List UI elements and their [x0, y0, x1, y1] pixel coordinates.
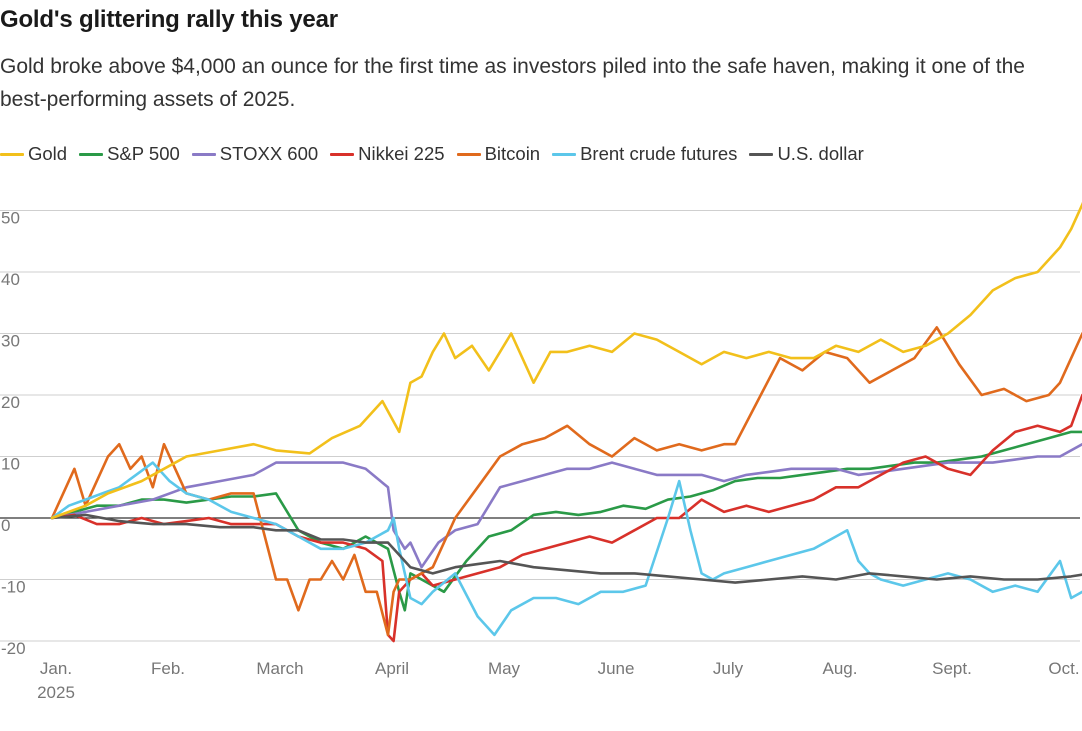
x-tick-label: Oct.: [1048, 659, 1079, 678]
y-tick-label: 20: [1, 393, 20, 412]
series-line-nikkei-225: [50, 393, 1082, 643]
x-tick-label: July: [713, 659, 744, 678]
legend-swatch: [79, 152, 104, 156]
chart-subtitle: Gold broke above $4,000 an ounce for the…: [0, 55, 1025, 111]
legend-label: STOXX 600: [219, 143, 319, 164]
chart-legend: Gold S&P 500 STOXX 600 Nikkei 225 Bitcoin Bre…: [0, 142, 876, 166]
x-tick-label: Aug.: [823, 659, 858, 678]
series-line-s-p-500: [50, 430, 1082, 612]
x-tick-label: May: [488, 659, 521, 678]
legend-label: Brent crude futures: [580, 143, 738, 164]
y-tick-label: -20: [1, 639, 26, 658]
legend-item: STOXX 600: [191, 143, 319, 165]
grid: 50 40 30 20 10 0 -10 -20: [0, 209, 1080, 658]
legend-swatch: [191, 152, 216, 156]
legend-swatch: [456, 152, 481, 156]
x-tick-label: Sept.: [932, 659, 972, 678]
legend-item: Nikkei 225: [330, 143, 445, 165]
legend-label: Gold: [28, 143, 68, 164]
legend-label: Nikkei 225: [358, 143, 445, 164]
legend-label: S&P 500: [107, 143, 180, 164]
x-tick-label: Jan.: [40, 659, 72, 678]
x-tick-label: March: [256, 659, 303, 678]
legend-item: Bitcoin: [456, 143, 541, 165]
series-line-u-s-dollar: [50, 513, 1082, 584]
x-axis: Jan. 2025 Feb. March April May June July Aug. Sep…: [37, 659, 1080, 702]
series-group: [50, 201, 1082, 643]
y-tick-label: 50: [1, 209, 20, 228]
chart-title: Gold's glittering rally this year: [0, 6, 338, 33]
x-tick-sublabel: 2025: [37, 683, 75, 702]
legend-item: S&P 500: [79, 143, 180, 165]
y-tick-label: 30: [1, 332, 20, 351]
series-line-gold: [50, 201, 1082, 520]
legend-label: Bitcoin: [484, 143, 541, 164]
x-tick-label: June: [598, 659, 635, 678]
legend-swatch: [330, 152, 355, 156]
series-line-bitcoin: [50, 326, 1082, 637]
series-line-stoxx-600: [50, 442, 1082, 569]
x-tick-label: Feb.: [151, 659, 185, 678]
legend-item: U.S. dollar: [749, 143, 864, 165]
legend-item: Brent crude futures: [552, 143, 737, 165]
legend-swatch: [552, 152, 577, 156]
legend-label: U.S. dollar: [777, 143, 864, 164]
series-line-brent-crude-futures: [50, 461, 1082, 637]
y-tick-label: -10: [1, 578, 26, 597]
y-tick-label: 40: [1, 270, 20, 289]
y-tick-label: 0: [1, 516, 10, 535]
y-tick-label: 10: [1, 455, 20, 474]
legend-item: Gold: [0, 143, 67, 165]
x-tick-label: April: [375, 659, 409, 678]
legend-swatch: [0, 152, 24, 156]
legend-swatch: [749, 152, 774, 156]
